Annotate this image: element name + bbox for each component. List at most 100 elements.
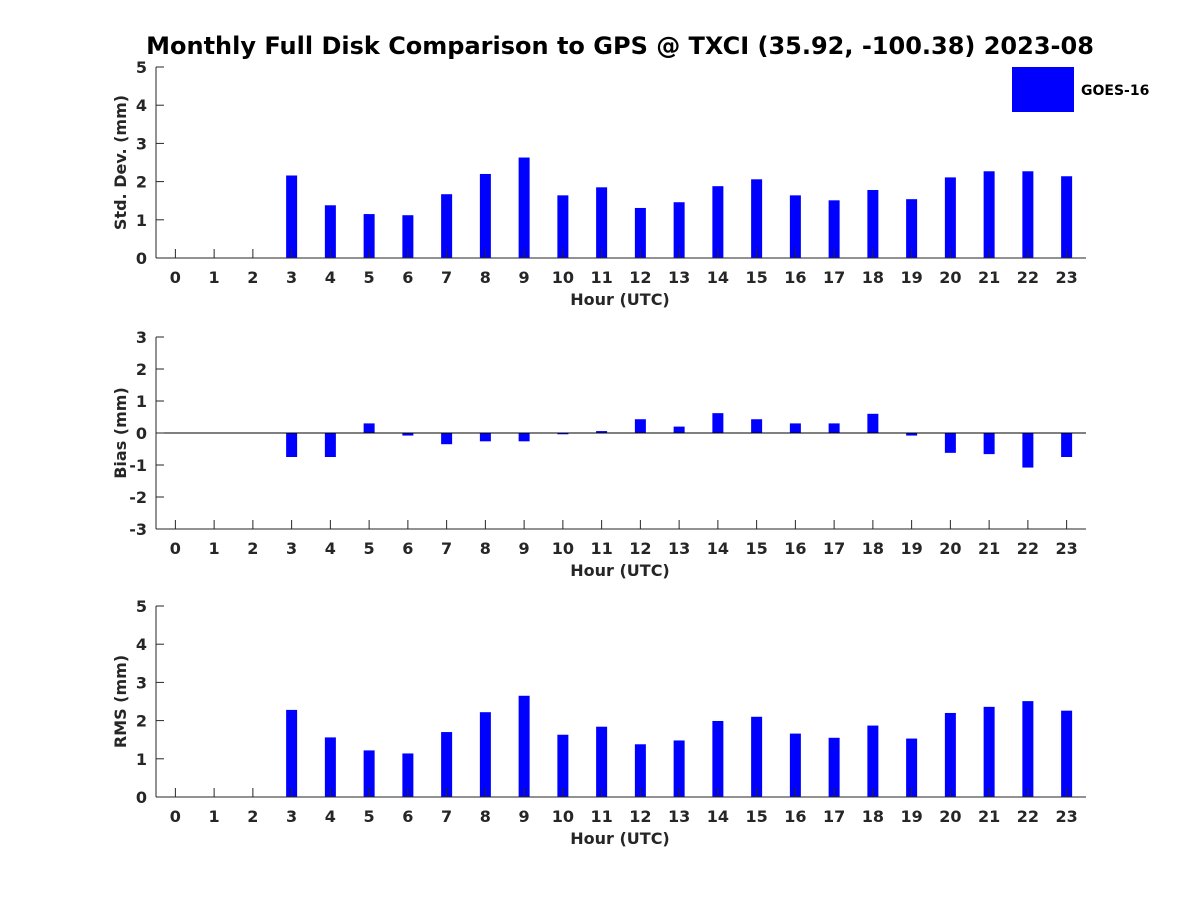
bar [596, 726, 608, 797]
x-tick-label: 14 [707, 268, 729, 287]
x-tick-label: 4 [325, 539, 336, 558]
x-tick-label: 10 [552, 539, 574, 558]
bar [1022, 171, 1034, 258]
y-axis-label: Bias (mm) [111, 387, 130, 479]
chart-title: Monthly Full Disk Comparison to GPS @ TX… [146, 32, 1094, 60]
x-tick-label: 23 [1055, 807, 1077, 826]
bar [1061, 433, 1073, 457]
bar [596, 187, 608, 258]
bar [712, 413, 724, 433]
bar [828, 200, 840, 258]
legend: GOES-16 [1012, 67, 1149, 112]
y-tick-label: 5 [136, 597, 147, 616]
bar [324, 433, 336, 457]
bar [596, 431, 608, 433]
y-tick-label: 2 [136, 360, 147, 379]
x-tick-label: 4 [325, 807, 336, 826]
x-tick-label: 21 [978, 539, 1000, 558]
bar [944, 177, 956, 258]
x-tick-label: 11 [590, 268, 612, 287]
y-tick-label: 0 [136, 788, 147, 807]
y-tick-label: 4 [136, 635, 147, 654]
y-tick-label: 0 [136, 249, 147, 268]
bar [983, 171, 995, 258]
bar [634, 419, 646, 433]
x-tick-label: 1 [209, 807, 220, 826]
x-axis-label: Hour (UTC) [570, 290, 670, 309]
x-tick-label: 20 [939, 807, 961, 826]
bar [712, 720, 724, 797]
bar [363, 214, 375, 258]
y-axis-label: Std. Dev. (mm) [111, 95, 130, 230]
x-tick-label: 7 [441, 807, 452, 826]
x-tick-label: 12 [629, 268, 651, 287]
x-tick-label: 6 [402, 539, 413, 558]
x-tick-label: 5 [364, 268, 375, 287]
bar [634, 744, 646, 797]
bar [906, 738, 918, 797]
x-tick-label: 11 [590, 807, 612, 826]
y-tick-label: 2 [136, 712, 147, 731]
legend-label: GOES-16 [1081, 83, 1149, 99]
bar [441, 732, 453, 797]
bar [1061, 710, 1073, 797]
x-tick-label: 7 [441, 268, 452, 287]
bar [557, 433, 569, 435]
x-tick-label: 23 [1055, 268, 1077, 287]
x-tick-label: 16 [784, 539, 806, 558]
bar [402, 433, 414, 436]
x-tick-label: 20 [939, 268, 961, 287]
x-tick-label: 8 [480, 807, 491, 826]
x-tick-label: 21 [978, 268, 1000, 287]
legend-swatch [1012, 67, 1074, 112]
y-tick-label: -1 [129, 456, 147, 475]
bar [983, 706, 995, 797]
y-tick-label: 2 [136, 173, 147, 192]
x-tick-label: 22 [1017, 807, 1039, 826]
bar [479, 433, 491, 442]
bar [634, 207, 646, 258]
bar [944, 712, 956, 797]
x-tick-label: 2 [247, 807, 258, 826]
bar [479, 712, 491, 797]
x-tick-label: 0 [170, 539, 181, 558]
x-tick-label: 8 [480, 268, 491, 287]
bar [557, 195, 569, 258]
x-tick-label: 17 [823, 268, 845, 287]
x-tick-label: 23 [1055, 539, 1077, 558]
x-tick-label: 18 [862, 807, 884, 826]
x-tick-label: 16 [784, 807, 806, 826]
x-tick-label: 18 [862, 539, 884, 558]
bar [712, 186, 724, 258]
x-tick-label: 3 [286, 807, 297, 826]
bar [751, 419, 763, 433]
x-tick-label: 8 [480, 539, 491, 558]
bar [324, 205, 336, 258]
x-tick-label: 18 [862, 268, 884, 287]
bar [828, 737, 840, 797]
bar [789, 195, 801, 258]
x-tick-label: 19 [900, 268, 922, 287]
x-tick-label: 4 [325, 268, 336, 287]
bar [867, 190, 879, 258]
y-tick-label: -2 [129, 488, 147, 507]
y-tick-label: 3 [136, 673, 147, 692]
bar [906, 433, 918, 436]
x-tick-label: 13 [668, 268, 690, 287]
x-tick-label: 5 [364, 807, 375, 826]
bar [828, 423, 840, 433]
y-tick-label: -3 [129, 520, 147, 539]
bar [673, 740, 685, 797]
x-tick-label: 6 [402, 807, 413, 826]
y-axis-label: RMS (mm) [111, 655, 130, 748]
x-tick-label: 3 [286, 539, 297, 558]
bar [983, 433, 995, 455]
bar [363, 423, 375, 433]
bar [402, 753, 414, 797]
x-tick-label: 12 [629, 807, 651, 826]
x-tick-label: 22 [1017, 539, 1039, 558]
x-tick-label: 20 [939, 539, 961, 558]
